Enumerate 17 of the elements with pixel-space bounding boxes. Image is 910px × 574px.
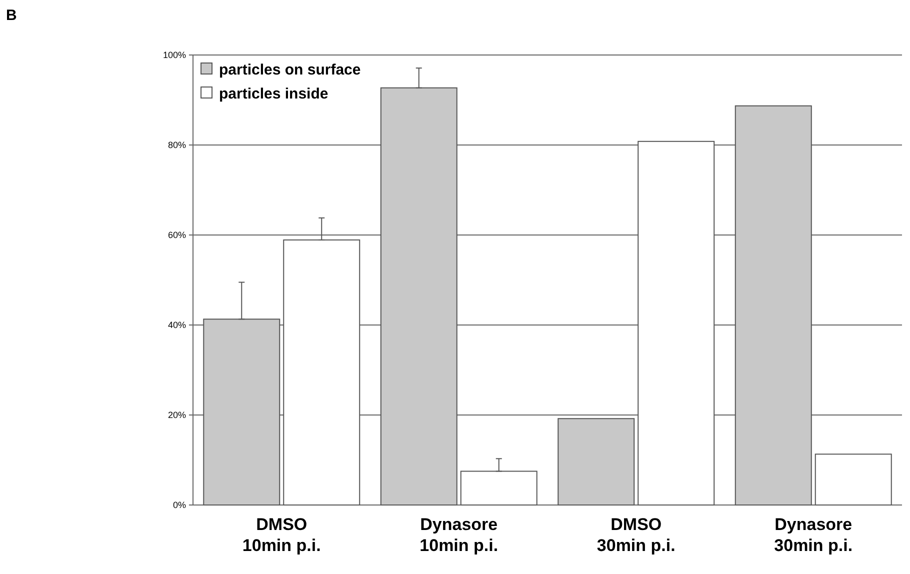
bar [734,105,812,506]
y-tick-label: 40% [168,320,186,330]
x-tick-label: Dynasore 10min p.i. [420,515,498,555]
text: B [6,7,17,24]
y-tick-label: 60% [168,230,186,240]
legend-label: particles inside [219,85,328,102]
y-tick-label: 20% [168,410,186,420]
y-tick-label: 80% [168,140,186,150]
bar [558,418,635,506]
bar [638,140,715,506]
legend-label: particles on surface [219,61,361,78]
y-tick-label: 0% [172,500,186,510]
x-tick-label: DMSO 10min p.i. [242,515,321,555]
y-tick-label: 100% [162,50,186,60]
x-tick-label: DMSO 30min p.i. [596,515,676,555]
x-tick-label: Dynasore 30min p.i. [774,515,853,555]
bar [814,454,892,506]
